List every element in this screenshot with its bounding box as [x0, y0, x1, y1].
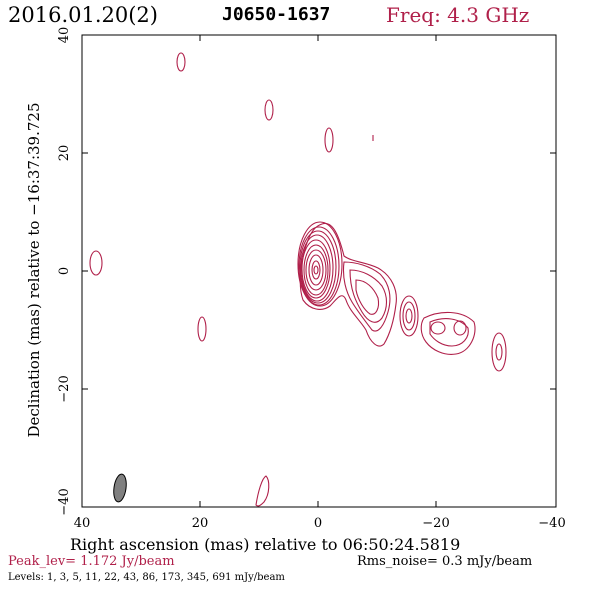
rms-noise: Rms_noise= 0.3 mJy/beam: [357, 554, 533, 569]
x-tick-label: −40: [538, 516, 565, 531]
beam-ellipse: [113, 473, 127, 503]
axis-ticks: [81, 34, 557, 508]
jet-contour-2: [342, 261, 391, 332]
noise-contour: [176, 52, 186, 72]
frequency-label: Freq: 4.3 GHz: [386, 3, 530, 27]
x-tick-label: 20: [192, 516, 209, 531]
noise-contour: [264, 99, 274, 121]
jet-outer-knot-contour: [420, 311, 476, 355]
y-tick-label: 20: [57, 145, 72, 162]
x-tick-label: 0: [314, 516, 322, 531]
observation-date: 2016.01.20(2): [8, 3, 158, 27]
noise-contour: [197, 316, 207, 342]
far-jet-contour: [495, 343, 503, 361]
x-tick-label: −20: [422, 516, 449, 531]
core-contours: [297, 221, 343, 307]
x-axis-label: Right ascension (mas) relative to 06:50:…: [70, 535, 461, 554]
noise-contour: [89, 250, 103, 276]
noise-contour: [324, 127, 334, 153]
noise-contour: [255, 475, 270, 507]
x-tick-label: 40: [74, 516, 91, 531]
jet-contour-4: [355, 279, 380, 315]
plot-frame: [81, 34, 557, 508]
jet-outer-knot-contour: [430, 321, 446, 335]
source-name: J0650-1637: [222, 4, 331, 25]
far-jet-contour: [491, 332, 507, 372]
peak-level: Peak_lev= 1.172 Jy/beam: [8, 554, 175, 569]
jet-outer-contour: [299, 223, 397, 347]
contour-levels: Levels: 1, 3, 5, 11, 22, 43, 86, 173, 34…: [8, 572, 285, 583]
contour-lines: [89, 52, 507, 507]
jet-contour-3: [349, 269, 388, 323]
y-tick-label: −20: [57, 375, 72, 402]
y-axis-label: Declination (mas) relative to −16:37:39.…: [25, 102, 43, 438]
y-tick-label: −40: [57, 488, 72, 515]
jet-outer-knot-contour: [453, 320, 467, 336]
jet-knot-contour: [399, 295, 419, 337]
jet-knot-contour: [405, 308, 413, 324]
y-tick-label: 40: [57, 27, 72, 44]
jet-outer-knot-contour: [429, 318, 469, 347]
y-tick-label: 0: [57, 267, 72, 275]
jet-knot-contour: [402, 301, 416, 331]
